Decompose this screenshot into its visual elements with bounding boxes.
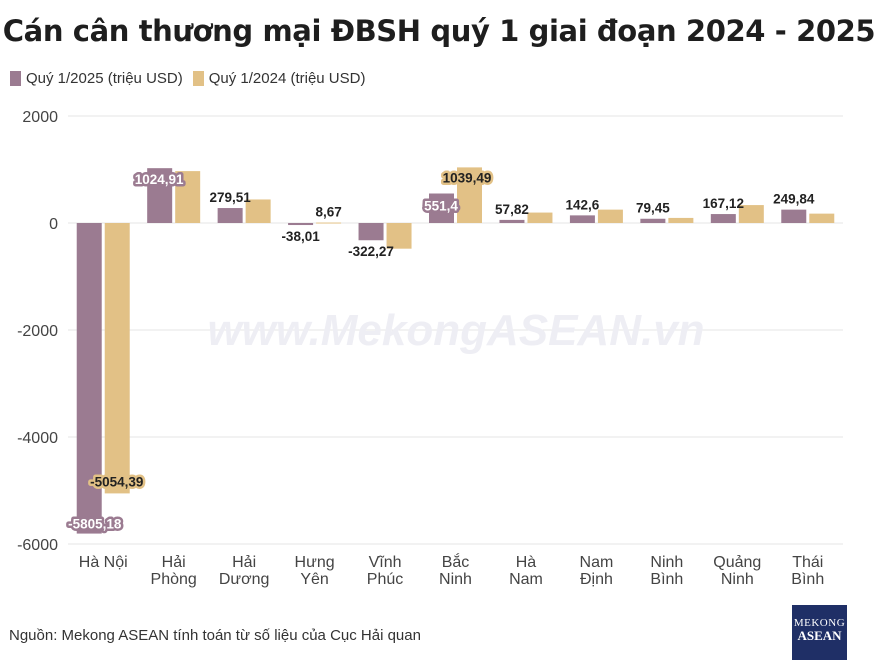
x-tick-label: Vĩnh: [369, 554, 402, 571]
bar-2024: [175, 171, 201, 223]
x-tick-label: Dương: [219, 571, 270, 588]
watermark: www.MekongASEAN.vn: [207, 306, 704, 355]
data-label-2025: 551,4: [424, 199, 458, 214]
bar-2025: [710, 214, 736, 223]
legend-label-2025: Quý 1/2025 (triệu USD): [26, 70, 183, 87]
bar-2025: [358, 223, 384, 241]
data-label-2025: 167,12: [703, 196, 744, 211]
legend-swatch-2024: [192, 71, 204, 86]
x-tick-label: Quảng: [713, 554, 761, 571]
logo-line-2: ASEAN: [797, 628, 842, 643]
y-tick-label: -6000: [17, 537, 58, 554]
legend-label-2024: Quý 1/2024 (triệu USD): [208, 70, 366, 87]
legend-swatch-2025: [10, 71, 21, 86]
data-label-2025: 1024,91: [135, 172, 184, 187]
x-tick-label: Yên: [300, 571, 328, 588]
y-tick-label: 0: [49, 216, 58, 233]
bar-2024: [316, 222, 342, 224]
x-tick-label: Thái: [792, 554, 823, 571]
mekong-asean-logo: MEKONG ASEAN: [792, 605, 847, 660]
data-label-2024: -5054,39: [90, 474, 143, 489]
bar-2025: [499, 219, 525, 223]
y-tick-label: -2000: [17, 323, 58, 340]
data-label-2025: 57,82: [495, 202, 529, 217]
bar-2025: [640, 218, 666, 223]
bar-2024: [809, 213, 835, 223]
x-tick-label: Định: [580, 571, 613, 588]
data-label-2025: 142,6: [566, 197, 600, 212]
data-label-2025: -322,27: [348, 244, 394, 259]
legend-item-2025: Quý 1/2025 (triệu USD): [10, 70, 183, 87]
x-tick-label: Hà Nội: [79, 554, 128, 571]
data-label-2025: -5805,18: [68, 517, 122, 532]
bar-2025: [288, 223, 314, 226]
bar-2025: [569, 215, 595, 223]
x-tick-label: Bình: [791, 571, 824, 588]
legend: Quý 1/2025 (triệu USD) Quý 1/2024 (triệu…: [10, 70, 365, 87]
bar-2024: [245, 199, 271, 223]
data-label-2024: 1039,49: [443, 170, 492, 185]
x-tick-label: Hà: [516, 554, 537, 571]
bar-2024: [527, 212, 553, 223]
bar-2025: [147, 168, 173, 223]
chart-title: Cán cân thương mại ĐBSH quý 1 giai đoạn …: [2, 14, 876, 48]
data-label-2025: 249,84: [773, 192, 815, 207]
data-label-2025: -38,01: [281, 229, 320, 244]
bar-2024: [597, 209, 623, 223]
x-tick-label: Hải: [232, 554, 256, 571]
x-tick-label: Nam: [580, 554, 614, 571]
source-note: Nguồn: Mekong ASEAN tính toán từ số liệu…: [9, 627, 421, 644]
bar-2024: [668, 217, 694, 223]
y-tick-label: 2000: [22, 109, 58, 126]
x-tick-label: Nam: [509, 571, 543, 588]
bar-2025: [76, 223, 102, 534]
bar-2025: [217, 208, 243, 223]
bar-chart: 2000 0 -2000 -4000 -6000 www.MekongASEAN.vn Hà…: [17, 109, 843, 588]
x-tick-label: Ninh: [439, 571, 472, 588]
bar-2024: [457, 167, 482, 223]
logo-line-1: MEKONG: [793, 617, 846, 629]
bar-2024: [738, 205, 764, 223]
x-tick-label: Phúc: [367, 571, 403, 588]
x-tick-label: Bình: [650, 571, 683, 588]
x-tick-label: Ninh: [650, 554, 683, 571]
x-tick-label: Ninh: [721, 571, 754, 588]
data-label-2025: 279,51: [209, 190, 251, 205]
data-label-2024: 8,67: [315, 205, 341, 220]
bar-2025: [781, 209, 807, 223]
x-tick-label: Hưng: [295, 554, 335, 571]
x-tick-label: Bắc: [442, 552, 470, 571]
data-label-2025: 79,45: [636, 201, 670, 216]
y-tick-label: -4000: [17, 430, 58, 447]
x-tick-label: Hải: [162, 554, 186, 571]
x-tick-label: Phòng: [151, 571, 197, 588]
bar-2025: [429, 193, 454, 223]
bar-2024: [386, 223, 412, 249]
legend-item-2024: Quý 1/2024 (triệu USD): [192, 70, 366, 87]
bar-2024: [104, 223, 130, 494]
